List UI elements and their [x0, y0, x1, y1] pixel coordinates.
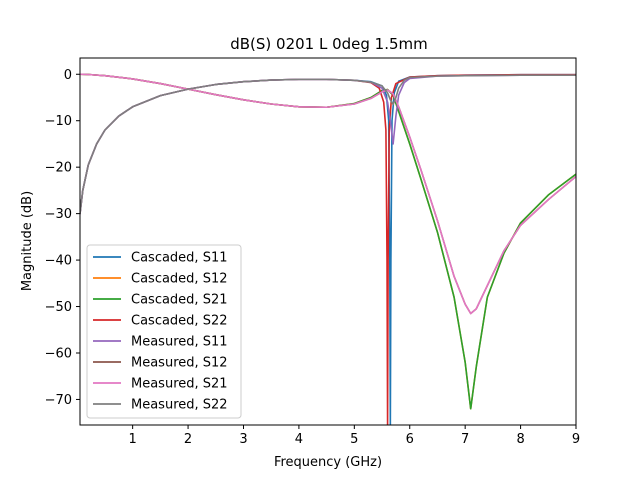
y-tick-label: −70 — [45, 393, 72, 408]
x-axis-label: Frequency (GHz) — [274, 455, 382, 470]
series-line-5 — [80, 74, 576, 215]
y-tick-label: −40 — [45, 254, 72, 269]
legend-label-1: Cascaded, S11 — [131, 251, 228, 266]
y-tick-label: −20 — [45, 161, 72, 176]
y-tick-label: −10 — [45, 114, 72, 129]
legend-label-7: Measured, S21 — [131, 377, 228, 392]
series-layer — [80, 73, 576, 425]
x-tick-label: 9 — [572, 432, 580, 447]
legend-label-3: Cascaded, S21 — [131, 293, 228, 308]
y-axis-label: Magnitude (dB) — [20, 191, 35, 291]
x-tick-label: 2 — [184, 432, 192, 447]
legend-items: Cascaded, S11 Cascaded, S12 Cascaded, S21 C… — [93, 251, 228, 413]
x-tick-label: 7 — [461, 432, 469, 447]
series-line-7 — [80, 73, 576, 315]
y-tick-label: −50 — [45, 300, 72, 315]
chart-title: dB(S) 0201 L 0deg 1.5mm — [230, 35, 428, 53]
y-tick-label: −60 — [45, 346, 72, 361]
legend-label-5: Measured, S11 — [131, 335, 228, 350]
x-axis-ticks: 1 2 3 4 5 6 7 8 9 — [129, 425, 580, 447]
legend-label-2: Cascaded, S12 — [131, 272, 228, 287]
x-tick-label: 6 — [406, 432, 414, 447]
plot-area — [79, 57, 577, 426]
series-line-8 — [80, 74, 576, 215]
legend-label-6: Measured, S12 — [131, 356, 228, 371]
x-tick-label: 5 — [350, 432, 358, 447]
x-tick-label: 4 — [295, 432, 303, 447]
legend: Cascaded, S11 Cascaded, S12 Cascaded, S21 C… — [86, 244, 242, 419]
y-tick-label: −30 — [45, 207, 72, 222]
x-tick-label: 8 — [516, 432, 524, 447]
legend-box — [86, 244, 242, 419]
y-tick-label: 0 — [64, 68, 72, 83]
legend-label-8: Measured, S22 — [131, 398, 228, 413]
x-tick-label: 3 — [239, 432, 247, 447]
plot-frame — [79, 57, 577, 426]
x-tick-label: 1 — [129, 432, 137, 447]
y-axis-ticks: 0 −10 −20 −30 −40 −50 −60 −70 — [45, 68, 80, 408]
legend-label-4: Cascaded, S22 — [131, 314, 228, 329]
